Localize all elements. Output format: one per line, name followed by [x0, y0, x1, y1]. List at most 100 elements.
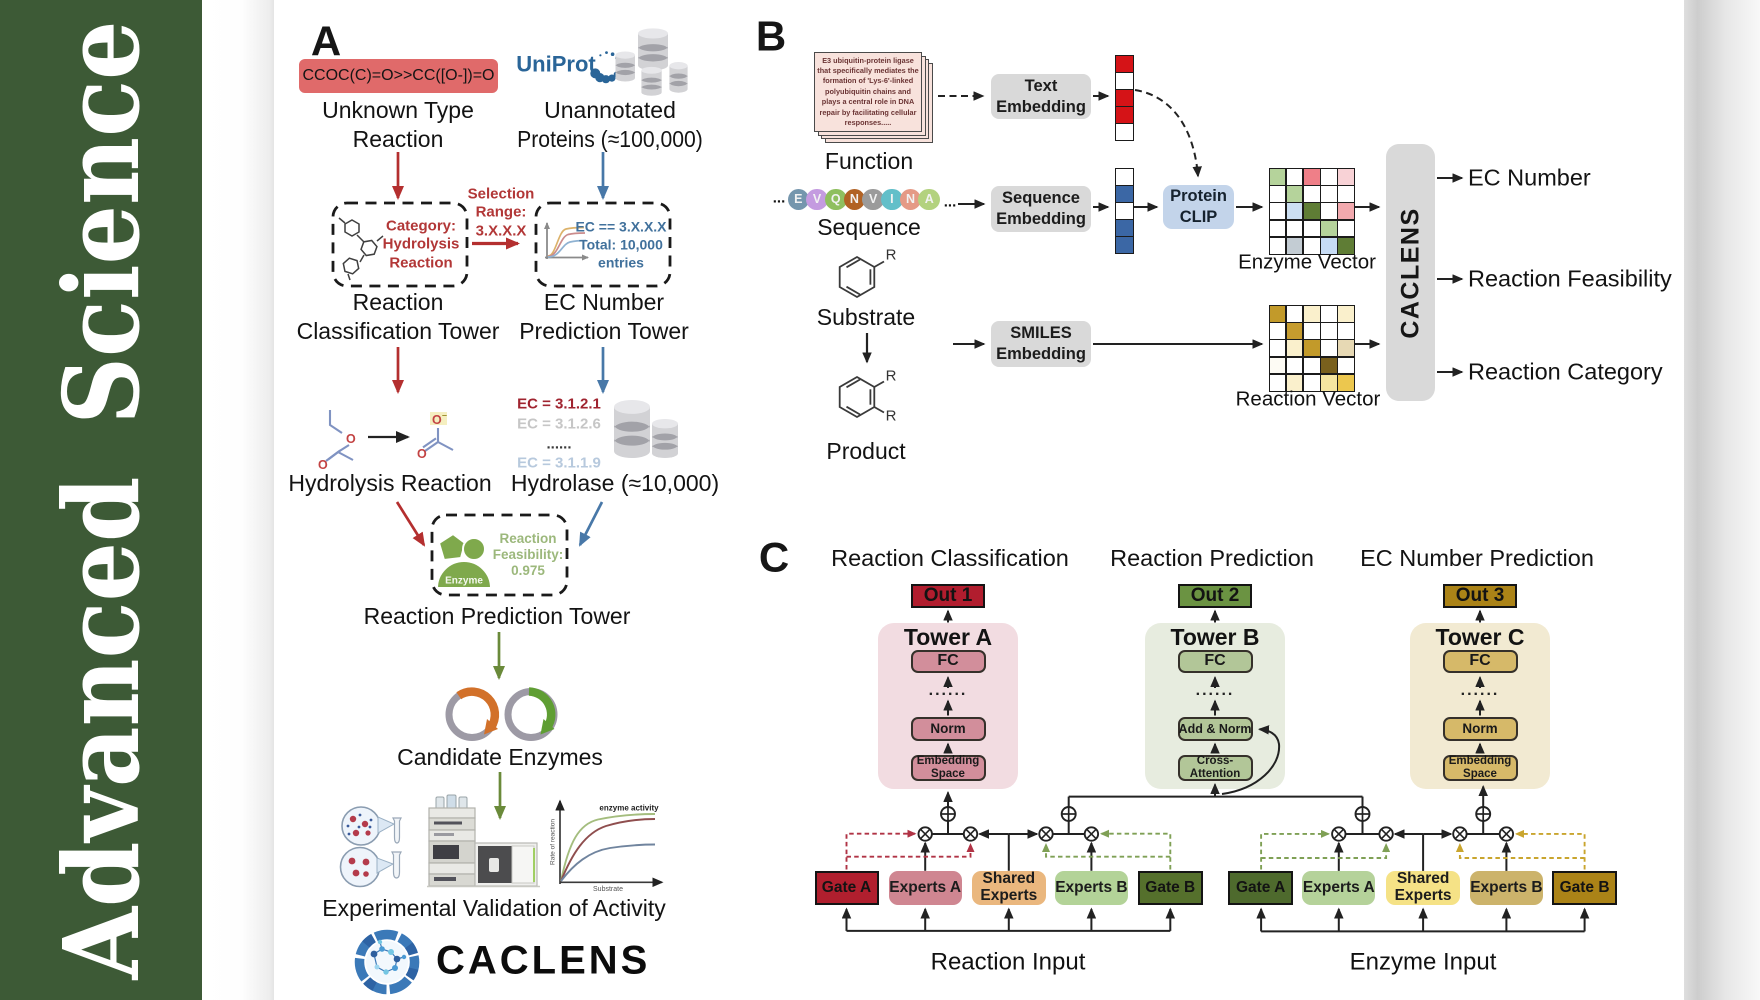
residue-circle: V — [862, 188, 884, 211]
smiles-reaction-box: CCOC(C)=O>>CC([O-])=O — [299, 59, 498, 93]
page-right-shadow — [1684, 0, 1760, 1000]
smiles-embedding-line2: Embedding — [996, 345, 1086, 363]
gate-b-right-dashes — [1455, 829, 1586, 870]
caclens-emblem-icon — [354, 929, 420, 995]
gate-b-left-label: Gate B — [1145, 879, 1196, 897]
classification-tower-line2: Classification Tower — [296, 318, 500, 345]
text-line: repair by facilitating cellular — [819, 107, 917, 117]
tower-b-addnorm-label: Add & Norm — [1178, 721, 1252, 736]
tower-b-addnorm: Add & Norm — [1177, 717, 1253, 741]
tower-c-embed-line2: Space — [1463, 767, 1497, 780]
matrix-cell — [1269, 186, 1286, 202]
matrix-cell — [1321, 357, 1337, 374]
tower-b-fc-label: FC — [1204, 652, 1226, 670]
matrix-cell — [1303, 340, 1320, 357]
matrix-cell — [1269, 220, 1286, 237]
out3-box: Out 3 — [1443, 583, 1517, 608]
charge-minus: – — [442, 410, 447, 420]
text-line: Reaction — [389, 254, 453, 272]
panel-c-label: C — [758, 533, 790, 581]
matrix-cell — [1303, 169, 1320, 185]
database-pair-icon — [614, 400, 678, 459]
tower-a-title: Tower A — [903, 624, 993, 651]
arrow-hydrolase-to-feasibility — [578, 501, 604, 547]
selection-range-text: Selection Range: 3.X.X.X — [468, 186, 535, 241]
tower-a-fc-label: FC — [937, 652, 959, 670]
residue-circle: Q — [824, 188, 847, 211]
matrix-cell — [1286, 220, 1303, 237]
reaction-prediction-tower-label: Reaction Prediction Tower — [363, 603, 631, 630]
gate-a-left-label: Gate A — [821, 879, 872, 897]
enzyme-activity-annotation: enzyme activity — [599, 803, 659, 813]
hydrolysis-reaction-label: Hydrolysis Reaction — [288, 470, 492, 497]
gate-a-left-box: Gate A — [814, 870, 879, 906]
caclens-fusion-box: CACLENS — [1386, 144, 1435, 401]
panel-b-label: B — [755, 12, 787, 60]
text-line: Category: — [385, 217, 457, 235]
text-line: Hydrolysis — [382, 235, 460, 253]
matrix-cell — [1286, 306, 1303, 322]
matrix-cell — [1303, 357, 1320, 374]
activity-plot-icon — [555, 799, 664, 888]
matrix-cell — [1286, 186, 1303, 202]
matrix-cell — [1321, 237, 1337, 254]
function-card: E3 ubiquitin-protein ligase that specific… — [814, 52, 922, 132]
experts-b-left-label: Experts B — [1055, 878, 1128, 896]
function-label: Function — [824, 148, 914, 175]
ec-range-box-text: EC == 3.X.X.X Total: 10,000 entries — [575, 218, 666, 273]
substrate-structure — [838, 255, 885, 299]
sequence-label: Sequence — [817, 214, 921, 241]
tower-b-cross-line1: Cross- — [1196, 755, 1234, 768]
matrix-cell — [1303, 374, 1320, 391]
product-structure — [838, 375, 885, 419]
molecule-sketch-icon — [338, 217, 384, 281]
screening-plates-icon — [339, 806, 402, 888]
matrix-cell — [1303, 237, 1320, 254]
tower-c-dots: ...... — [1460, 682, 1500, 700]
title-ec-number-prediction: EC Number Prediction — [1360, 544, 1594, 571]
text-embedding-box: Text Embedding — [991, 74, 1091, 119]
matrix-cell — [1321, 340, 1337, 357]
journal-band — [0, 0, 202, 1000]
matrix-cell — [1338, 203, 1355, 220]
tower-a-norm-label: Norm — [930, 721, 966, 737]
unknown-type-line1: Unknown Type — [322, 97, 474, 124]
reaction-vector-label: Reaction Vector — [1235, 387, 1381, 411]
matrix-cell — [1115, 169, 1134, 185]
out3-label: Out 3 — [1455, 584, 1505, 606]
classification-tower-line1: Reaction — [352, 289, 444, 316]
matrix-cell — [1338, 186, 1355, 202]
protein-clip-box: Protein CLIP — [1163, 185, 1234, 229]
text-line: formation of 'Lys-6'-linked — [822, 76, 914, 86]
atom-o3: O — [417, 447, 427, 461]
gate-a-right-label: Gate A — [1235, 879, 1286, 897]
gate-b-left-box: Gate B — [1138, 870, 1203, 906]
matrix-cell — [1321, 306, 1337, 322]
shared-right-line1: Shared — [1396, 870, 1450, 888]
matrix-cell — [1286, 169, 1303, 185]
matrix-cell — [1338, 357, 1355, 374]
matrix-cell — [1115, 237, 1134, 253]
hydrolase-label: Hydrolase (≈10,000) — [510, 470, 720, 497]
atom-o2: O — [318, 458, 328, 472]
shared-left-line2: Experts — [980, 887, 1038, 905]
shared-experts-right-box: Shared Experts — [1386, 870, 1461, 906]
tower-c-norm-label: Norm — [1462, 721, 1498, 737]
text-line: responses..... — [844, 117, 892, 127]
matrix-cell — [1115, 107, 1134, 123]
experts-a-left-box: Experts A — [888, 870, 962, 906]
sequence-embedding-line2: Embedding — [996, 210, 1086, 228]
tower-b-title: Tower B — [1170, 624, 1260, 651]
residue-circle: I — [881, 188, 903, 211]
matrix-cell — [1286, 374, 1303, 391]
arrow-reaction-to-feasibility — [395, 501, 426, 547]
text-line: that specifically mediates the — [817, 66, 919, 76]
enzyme-badge-label: Enzyme — [445, 575, 483, 587]
matrix-cell — [1286, 357, 1303, 374]
candidate-enzymes-label: Candidate Enzymes — [397, 744, 603, 771]
matrix-cell — [1269, 203, 1286, 220]
matrix-cell — [1338, 374, 1355, 391]
enzyme-icon — [435, 532, 493, 589]
matrix-cell — [1321, 169, 1337, 185]
